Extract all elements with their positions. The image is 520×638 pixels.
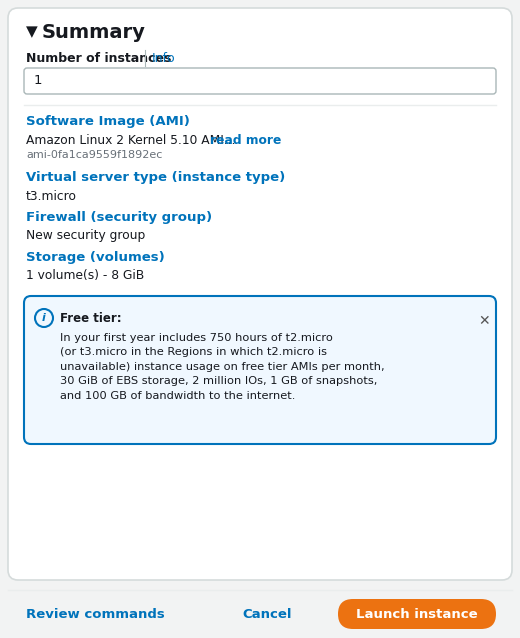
FancyBboxPatch shape (8, 8, 512, 580)
Text: Launch instance: Launch instance (356, 607, 478, 621)
Text: ▼: ▼ (26, 24, 38, 40)
Text: ✕: ✕ (478, 314, 490, 328)
Text: 1 volume(s) - 8 GiB: 1 volume(s) - 8 GiB (26, 269, 144, 283)
Text: 1: 1 (34, 75, 43, 87)
Text: i: i (42, 313, 46, 323)
Text: Amazon Linux 2 Kernel 5.10 AMI...: Amazon Linux 2 Kernel 5.10 AMI... (26, 133, 236, 147)
Text: In your first year includes 750 hours of t2.micro
(or t3.micro in the Regions in: In your first year includes 750 hours of… (60, 333, 385, 401)
FancyBboxPatch shape (338, 599, 496, 629)
Text: Software Image (AMI): Software Image (AMI) (26, 115, 190, 128)
Text: Storage (volumes): Storage (volumes) (26, 251, 165, 265)
Text: Number of instances: Number of instances (26, 52, 172, 64)
Text: Review commands: Review commands (26, 607, 165, 621)
Text: Info: Info (152, 52, 176, 64)
Text: Firewall (security group): Firewall (security group) (26, 212, 212, 225)
Text: New security group: New security group (26, 230, 145, 242)
Text: read more: read more (210, 133, 281, 147)
Text: Cancel: Cancel (242, 607, 292, 621)
Text: Virtual server type (instance type): Virtual server type (instance type) (26, 172, 285, 184)
Text: Summary: Summary (42, 22, 146, 41)
FancyBboxPatch shape (24, 296, 496, 444)
Text: ami-0fa1ca9559f1892ec: ami-0fa1ca9559f1892ec (26, 150, 162, 160)
Circle shape (35, 309, 53, 327)
Text: Free tier:: Free tier: (60, 311, 122, 325)
Text: t3.micro: t3.micro (26, 189, 77, 202)
FancyBboxPatch shape (24, 68, 496, 94)
